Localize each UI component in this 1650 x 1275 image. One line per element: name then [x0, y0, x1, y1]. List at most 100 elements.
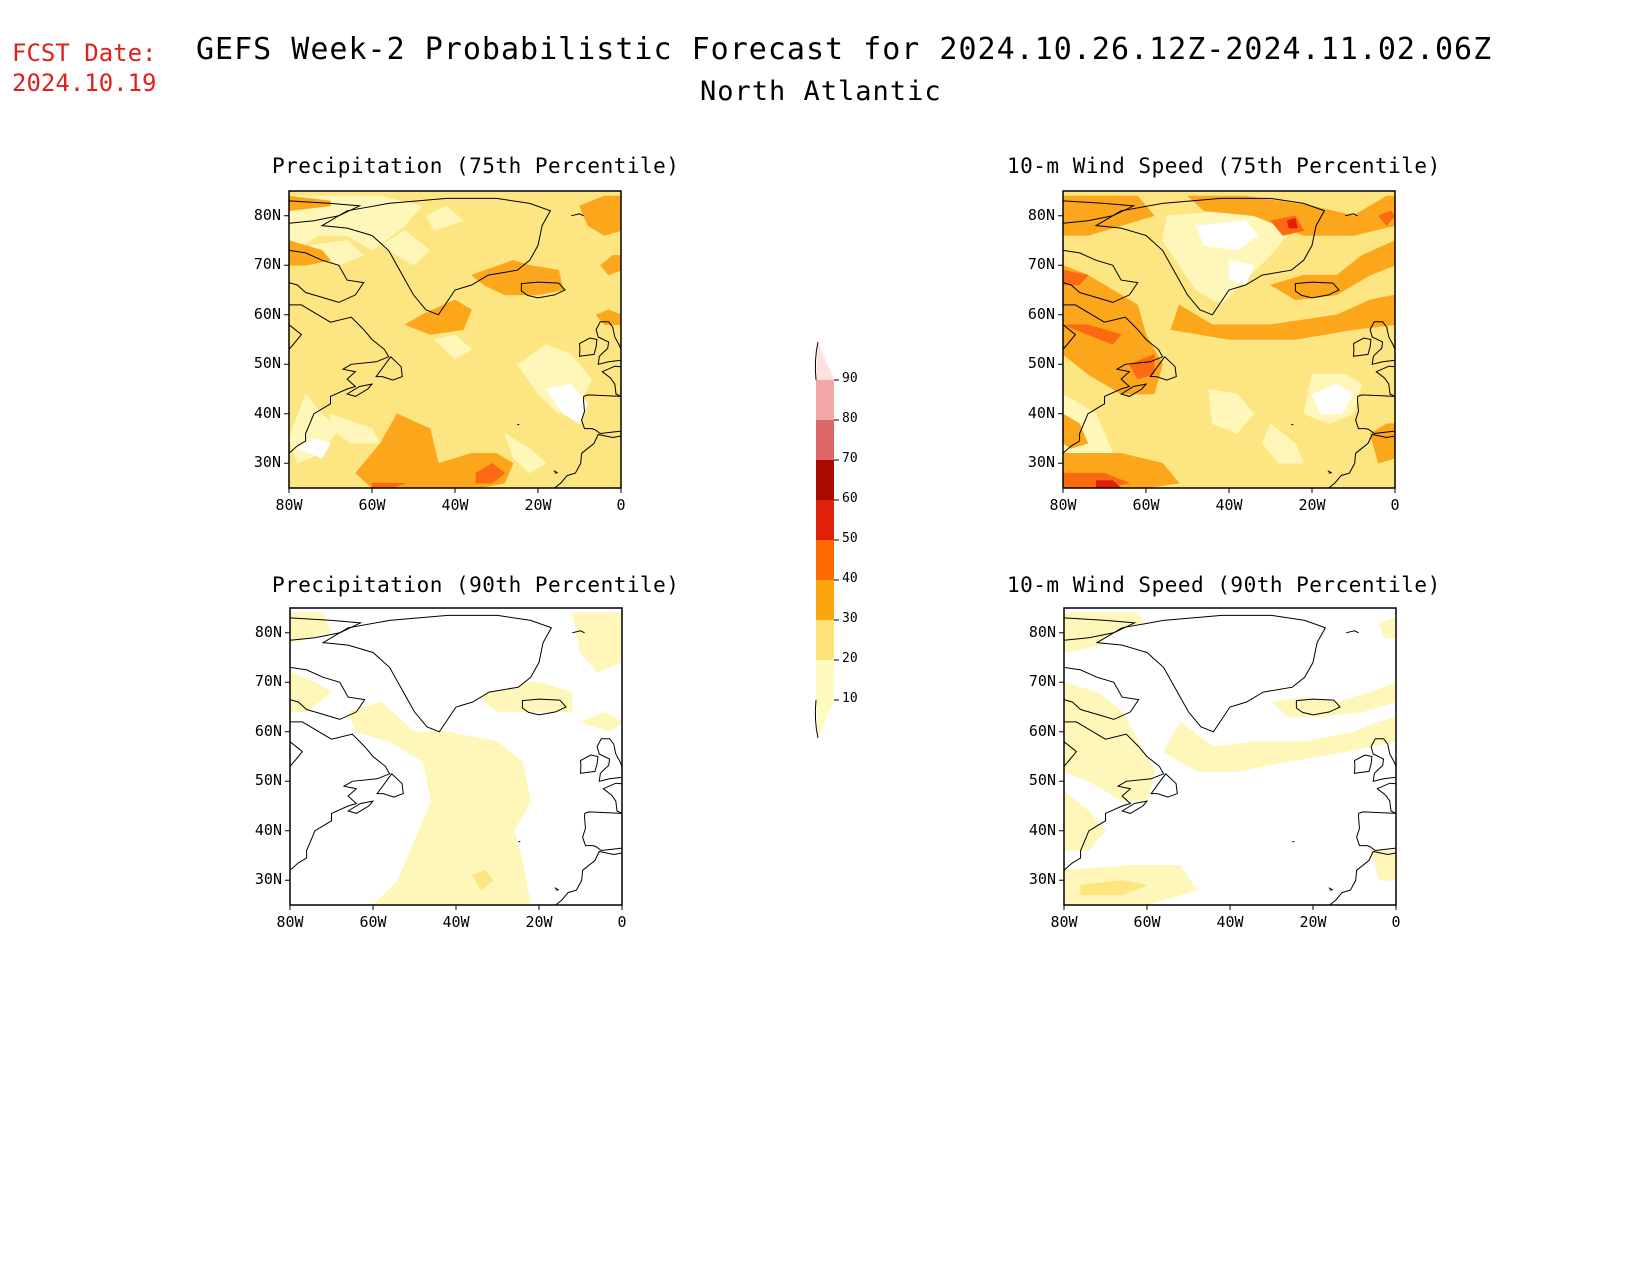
coastline [1095, 614, 1327, 733]
contour-region [1129, 354, 1155, 380]
colorbar-edge [814, 341, 819, 381]
lat-tick-label: 80N [1028, 622, 1056, 641]
colorbar-label: 90 [842, 371, 858, 386]
contour-region [1064, 682, 1156, 802]
island [1328, 887, 1334, 891]
coastline [539, 850, 622, 905]
contour-region [579, 195, 621, 236]
contour-region [1080, 880, 1148, 896]
map-graphic-wind75 [1058, 190, 1396, 493]
colorbar-edge [814, 699, 819, 739]
colorbar-extend-high [816, 342, 834, 380]
lat-tick-label: 60N [1027, 304, 1055, 323]
coastline [1313, 850, 1396, 905]
lon-tick-label: 60W [1133, 913, 1161, 931]
contour-region [472, 870, 494, 891]
coastline [289, 324, 303, 350]
coastline [1150, 773, 1178, 798]
colorbar-segment [816, 660, 834, 700]
coastline [290, 741, 304, 767]
contour-region [1063, 269, 1089, 286]
lon-tick-label: 60W [359, 913, 387, 931]
coastline [1312, 433, 1395, 488]
lon-tick-label: 40W [1216, 913, 1244, 931]
contour-region [596, 622, 622, 653]
lat-tick-label: 50N [254, 771, 282, 790]
coastline [1094, 197, 1326, 316]
coastline [1352, 337, 1372, 357]
coastline [1375, 365, 1395, 397]
colorbar-label: 80 [842, 411, 858, 426]
lon-tick-label: 0 [1390, 496, 1400, 514]
contour-region [290, 672, 332, 713]
lat-tick-label: 40N [254, 820, 282, 839]
coastline [601, 365, 621, 397]
coastline [345, 383, 374, 397]
coastline [1149, 356, 1177, 381]
colorbar-label: 20 [842, 651, 858, 666]
coastline [1376, 782, 1396, 814]
contour-region [404, 299, 472, 335]
lat-tick-label: 60N [1028, 721, 1056, 740]
lon-tick-label: 20W [525, 913, 553, 931]
map-graphic-precip90 [285, 607, 623, 910]
coastline [289, 304, 390, 454]
lon-tick-label: 20W [1299, 913, 1327, 931]
colorbar-label: 10 [842, 691, 858, 706]
lat-tick-label: 70N [1027, 255, 1055, 274]
coastline [602, 782, 622, 814]
contour-region [433, 334, 473, 360]
lon-tick-label: 80W [1050, 913, 1078, 931]
colorbar-segment [816, 380, 834, 420]
coastline [289, 200, 362, 224]
lon-tick-label: 80W [276, 913, 304, 931]
contour-region [1261, 423, 1305, 464]
island [572, 630, 585, 634]
coastline [1356, 811, 1396, 852]
colorbar-label: 60 [842, 491, 858, 506]
lat-tick-label: 30N [1028, 870, 1056, 889]
region-title: North Atlantic [700, 76, 942, 107]
coastline [1295, 698, 1341, 716]
coastline [321, 614, 553, 733]
lat-tick-label: 30N [1027, 453, 1055, 472]
lat-tick-label: 80N [253, 205, 281, 224]
coastline [579, 754, 599, 774]
map-precip90 [285, 607, 623, 910]
page-title: GEFS Week-2 Probabilistic Forecast for 2… [196, 32, 1493, 67]
lat-tick-label: 40N [1028, 820, 1056, 839]
coastline [290, 617, 363, 641]
map-wind75 [1058, 190, 1396, 493]
coastline [1063, 200, 1136, 224]
colorbar-label: 50 [842, 531, 858, 546]
lat-tick-label: 80N [1027, 205, 1055, 224]
colorbar-label: 40 [842, 571, 858, 586]
contour-region [1170, 294, 1395, 340]
contour-region [1063, 413, 1089, 449]
contour-region [1208, 388, 1255, 434]
map-precip75 [284, 190, 622, 493]
coastline [1064, 741, 1078, 767]
contour-region [1063, 324, 1122, 345]
forecast-date-block: FCST Date: 2024.10.19 [12, 38, 157, 98]
lon-tick-label: 40W [442, 913, 470, 931]
coastline [376, 773, 404, 798]
lon-tick-label: 40W [441, 496, 469, 514]
island [1345, 213, 1358, 217]
lon-tick-label: 40W [1215, 496, 1243, 514]
forecast-date-label: FCST Date: [12, 39, 157, 67]
colorbar [810, 330, 870, 744]
map-graphic-wind90 [1059, 607, 1397, 910]
contour-region [504, 432, 547, 474]
lat-tick-label: 70N [254, 672, 282, 691]
coastline [1120, 800, 1149, 814]
contour-region [1095, 480, 1122, 488]
lat-tick-label: 40N [253, 403, 281, 422]
island [571, 213, 584, 217]
coastline [1064, 721, 1165, 871]
coastline [375, 356, 403, 381]
coastline [1063, 249, 1139, 303]
coastline [320, 197, 552, 316]
contour-region [1379, 617, 1396, 638]
contour-region [379, 230, 431, 266]
